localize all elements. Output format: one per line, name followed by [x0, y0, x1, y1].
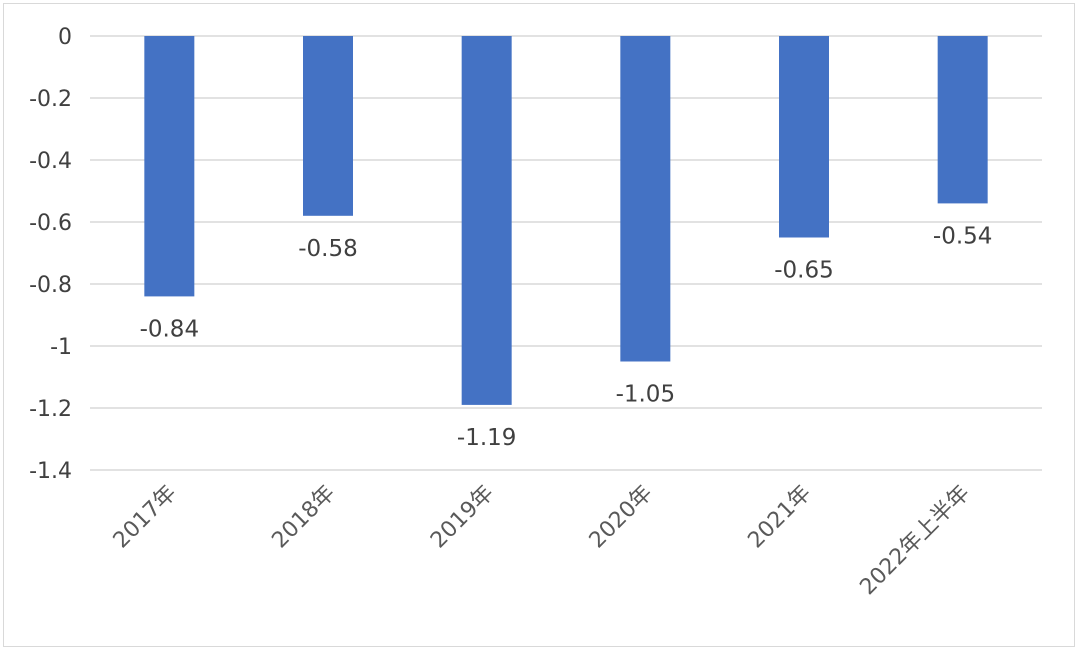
y-tick-label: -0.2: [29, 87, 72, 112]
bar: [937, 36, 988, 204]
bar: [779, 36, 829, 238]
data-label: -1.05: [616, 382, 676, 408]
data-label: -0.54: [933, 223, 993, 249]
y-tick-label: -0.4: [29, 149, 72, 174]
y-tick-label: -0.8: [29, 273, 72, 298]
bar: [303, 36, 353, 216]
y-tick-label: 0: [58, 25, 72, 50]
y-tick-label: -1: [50, 335, 72, 360]
x-tick-label: 2020年: [585, 481, 658, 554]
x-tick-label: 2022年上半年: [855, 481, 975, 601]
data-label: -0.65: [774, 258, 834, 284]
data-label: -0.58: [298, 236, 358, 262]
data-label: -0.84: [140, 316, 200, 342]
x-tick-label: 2019年: [426, 481, 499, 554]
x-tick-label: 2021年: [743, 481, 816, 554]
y-tick-label: -1.2: [29, 397, 72, 422]
y-tick-label: -0.6: [29, 211, 72, 236]
x-tick-label: 2017年: [109, 481, 182, 554]
y-tick-label: -1.4: [29, 459, 72, 484]
bar: [144, 36, 195, 297]
bar: [461, 36, 512, 405]
data-label: -1.19: [457, 425, 517, 451]
bar: [620, 36, 671, 362]
x-tick-label: 2018年: [267, 481, 340, 554]
